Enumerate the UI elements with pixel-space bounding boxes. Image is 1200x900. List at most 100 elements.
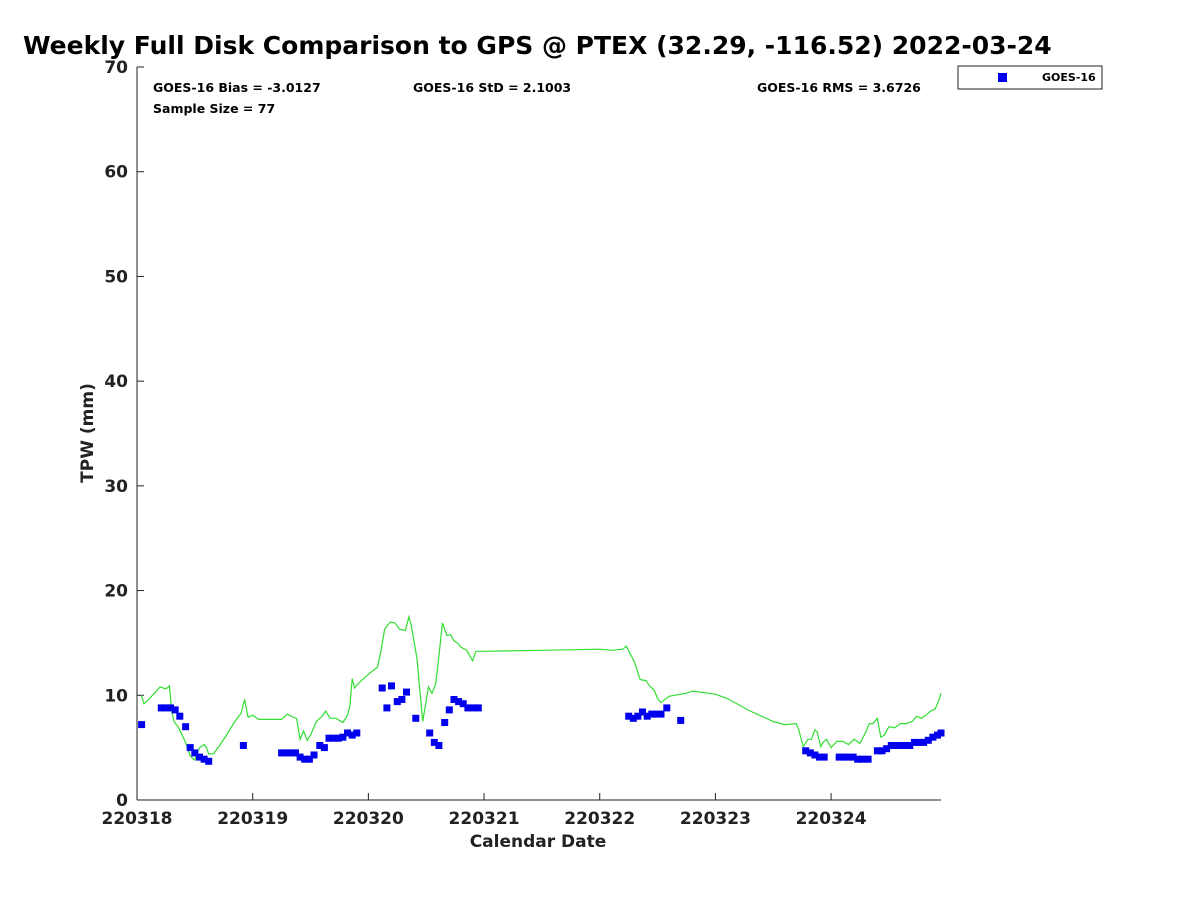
y-ticks: 0 10 20 30 40 50 60 70 [104,58,144,811]
goes16-point [883,745,891,753]
std-stat: GOES-16 StD = 2.1003 [413,80,571,95]
goes16-point [455,698,463,706]
goes16-point [441,719,449,726]
goes16-point [840,753,848,761]
goes16-point [191,749,199,757]
gps-series [141,614,942,762]
goes16-point [305,755,313,763]
goes16-point [205,757,213,765]
goes16-point [292,749,299,757]
goes16-point [901,742,909,749]
x-tick-label: 220322 [564,809,635,829]
goes16-point [301,755,309,763]
y-tick-label: 40 [104,372,128,392]
goes16-point [887,742,895,749]
y-axis-label: TPW (mm) [78,383,98,483]
goes16-point [811,751,819,759]
legend-marker-goes16 [998,73,1007,82]
goes16-point [873,747,881,755]
goes16-point [435,742,443,749]
goes16-point [643,712,651,720]
goes16-point [459,700,467,708]
goes16-point [186,744,194,752]
gps-line [141,614,942,762]
x-ticks: 220318 220319 220320 220321 220322 220323 2203… [102,793,867,829]
goes16-point [924,736,932,744]
goes16-point [802,747,810,755]
goes16-point [450,696,458,703]
x-axis-label: Calendar Date [470,832,607,852]
legend: GOES-16 [957,65,1103,90]
goes16-point [906,742,914,749]
goes16-point [445,706,453,714]
goes16-point [344,729,351,737]
goes16-point [334,734,342,742]
goes16-point [330,734,338,742]
goes16-point [378,684,386,692]
x-tick-label: 220320 [333,809,404,829]
x-tick-label: 220321 [449,809,520,829]
goes16-point [138,721,146,729]
goes16-point [383,704,391,712]
goes16-point [403,688,410,696]
goes16-point [320,744,328,752]
x-tick-label: 220318 [102,809,173,829]
goes16-point [820,753,828,761]
goes16-point [835,753,843,761]
goes16-point [325,734,333,742]
goes16-point [171,706,179,714]
goes16-point [278,749,286,757]
goes16-point [296,753,304,761]
goes16-point [176,712,184,720]
goes16-point [388,682,395,690]
goes16-point [470,704,478,712]
goes16-point [639,708,646,716]
legend-box [957,65,1103,90]
goes16-series [138,682,945,765]
goes16-point [348,731,356,739]
goes16-point [162,704,170,712]
goes16-point [648,710,656,718]
goes16-point [282,749,290,757]
goes16-point [937,729,945,737]
goes16-point [430,738,438,746]
goes16-point [316,742,324,749]
rms-stat: GOES-16 RMS = 3.6726 [757,80,921,95]
goes16-point [196,753,203,761]
goes16-point [634,712,642,720]
goes16-point [845,753,852,761]
y-tick-label: 30 [104,477,128,497]
goes16-point [398,696,406,703]
goes16-point [339,733,347,741]
goes16-point [625,712,633,720]
x-tick-label: 220319 [217,809,288,829]
goes16-point [897,742,904,749]
goes16-point [864,755,872,763]
goes16-point [474,704,482,712]
sample-size-stat: Sample Size = 77 [153,101,275,116]
y-tick-label: 0 [116,791,128,811]
goes16-point [652,710,660,718]
goes16-point [816,753,823,761]
plot-area [136,67,941,801]
x-tick-label: 220324 [796,809,867,829]
goes16-point [353,729,361,737]
goes16-point [663,704,671,712]
goes16-point [182,723,190,731]
goes16-point [629,714,637,722]
goes16-point [393,698,401,706]
goes16-point [677,716,685,724]
goes16-point [892,742,900,749]
goes16-point [464,704,472,712]
goes16-point [310,751,318,759]
chart-title: Weekly Full Disk Comparison to GPS @ PTE… [23,31,1052,60]
goes16-point [412,714,420,722]
goes16-point [200,755,208,763]
y-tick-label: 50 [104,267,128,287]
goes16-point [239,742,247,749]
y-tick-label: 70 [104,58,128,78]
goes16-point [849,753,857,761]
goes16-point [878,747,886,755]
bias-stat: GOES-16 Bias = -3.0127 [153,80,321,95]
